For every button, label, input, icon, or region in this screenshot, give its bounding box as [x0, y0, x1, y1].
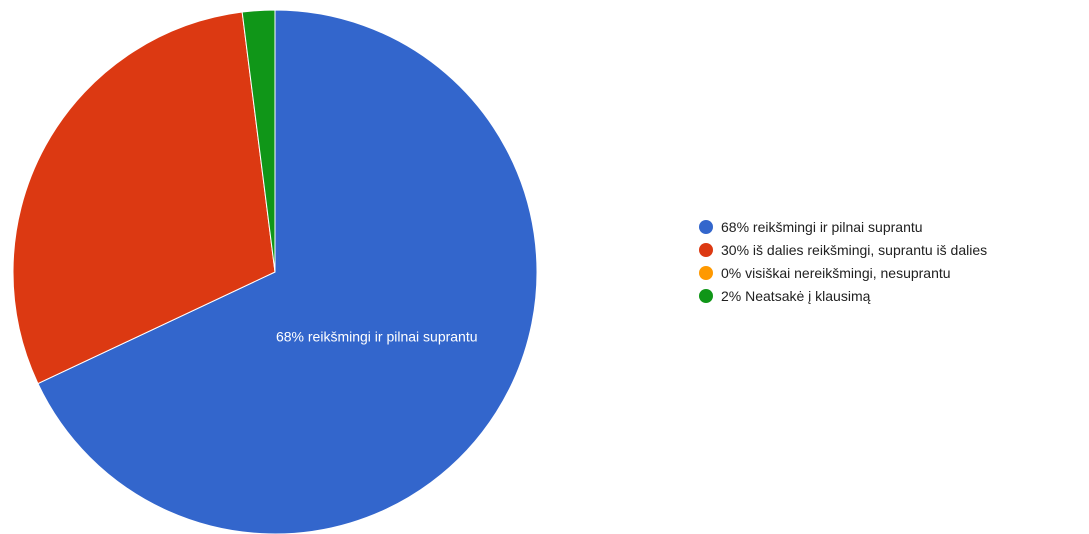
- pie-slices: [12, 9, 538, 534]
- legend-label-3[interactable]: 2% Neatsakė į klausimą: [721, 288, 871, 304]
- legend-marker-3: [699, 289, 713, 303]
- pie-slice-0[interactable]: [37, 9, 538, 534]
- pie-slice-label-0: 68% reikšmingi ir pilnai suprantu: [276, 329, 478, 345]
- legend-marker-1: [699, 243, 713, 257]
- pie-slice-labels: 68% reikšmingi ir pilnai suprantu: [276, 329, 478, 345]
- legend-label-0[interactable]: 68% reikšmingi ir pilnai suprantu: [721, 219, 923, 235]
- legend-label-1[interactable]: 30% iš dalies reikšmingi, suprantu iš da…: [721, 242, 987, 258]
- pie-slice-3[interactable]: [241, 9, 276, 273]
- legend-marker-2: [699, 266, 713, 280]
- legend-label-2[interactable]: 0% visiškai nereikšmingi, nesuprantu: [721, 265, 951, 281]
- legend: 68% reikšmingi ir pilnai suprantu 30% iš …: [699, 219, 987, 304]
- legend-marker-0: [699, 220, 713, 234]
- pie-slice-1[interactable]: [12, 11, 276, 385]
